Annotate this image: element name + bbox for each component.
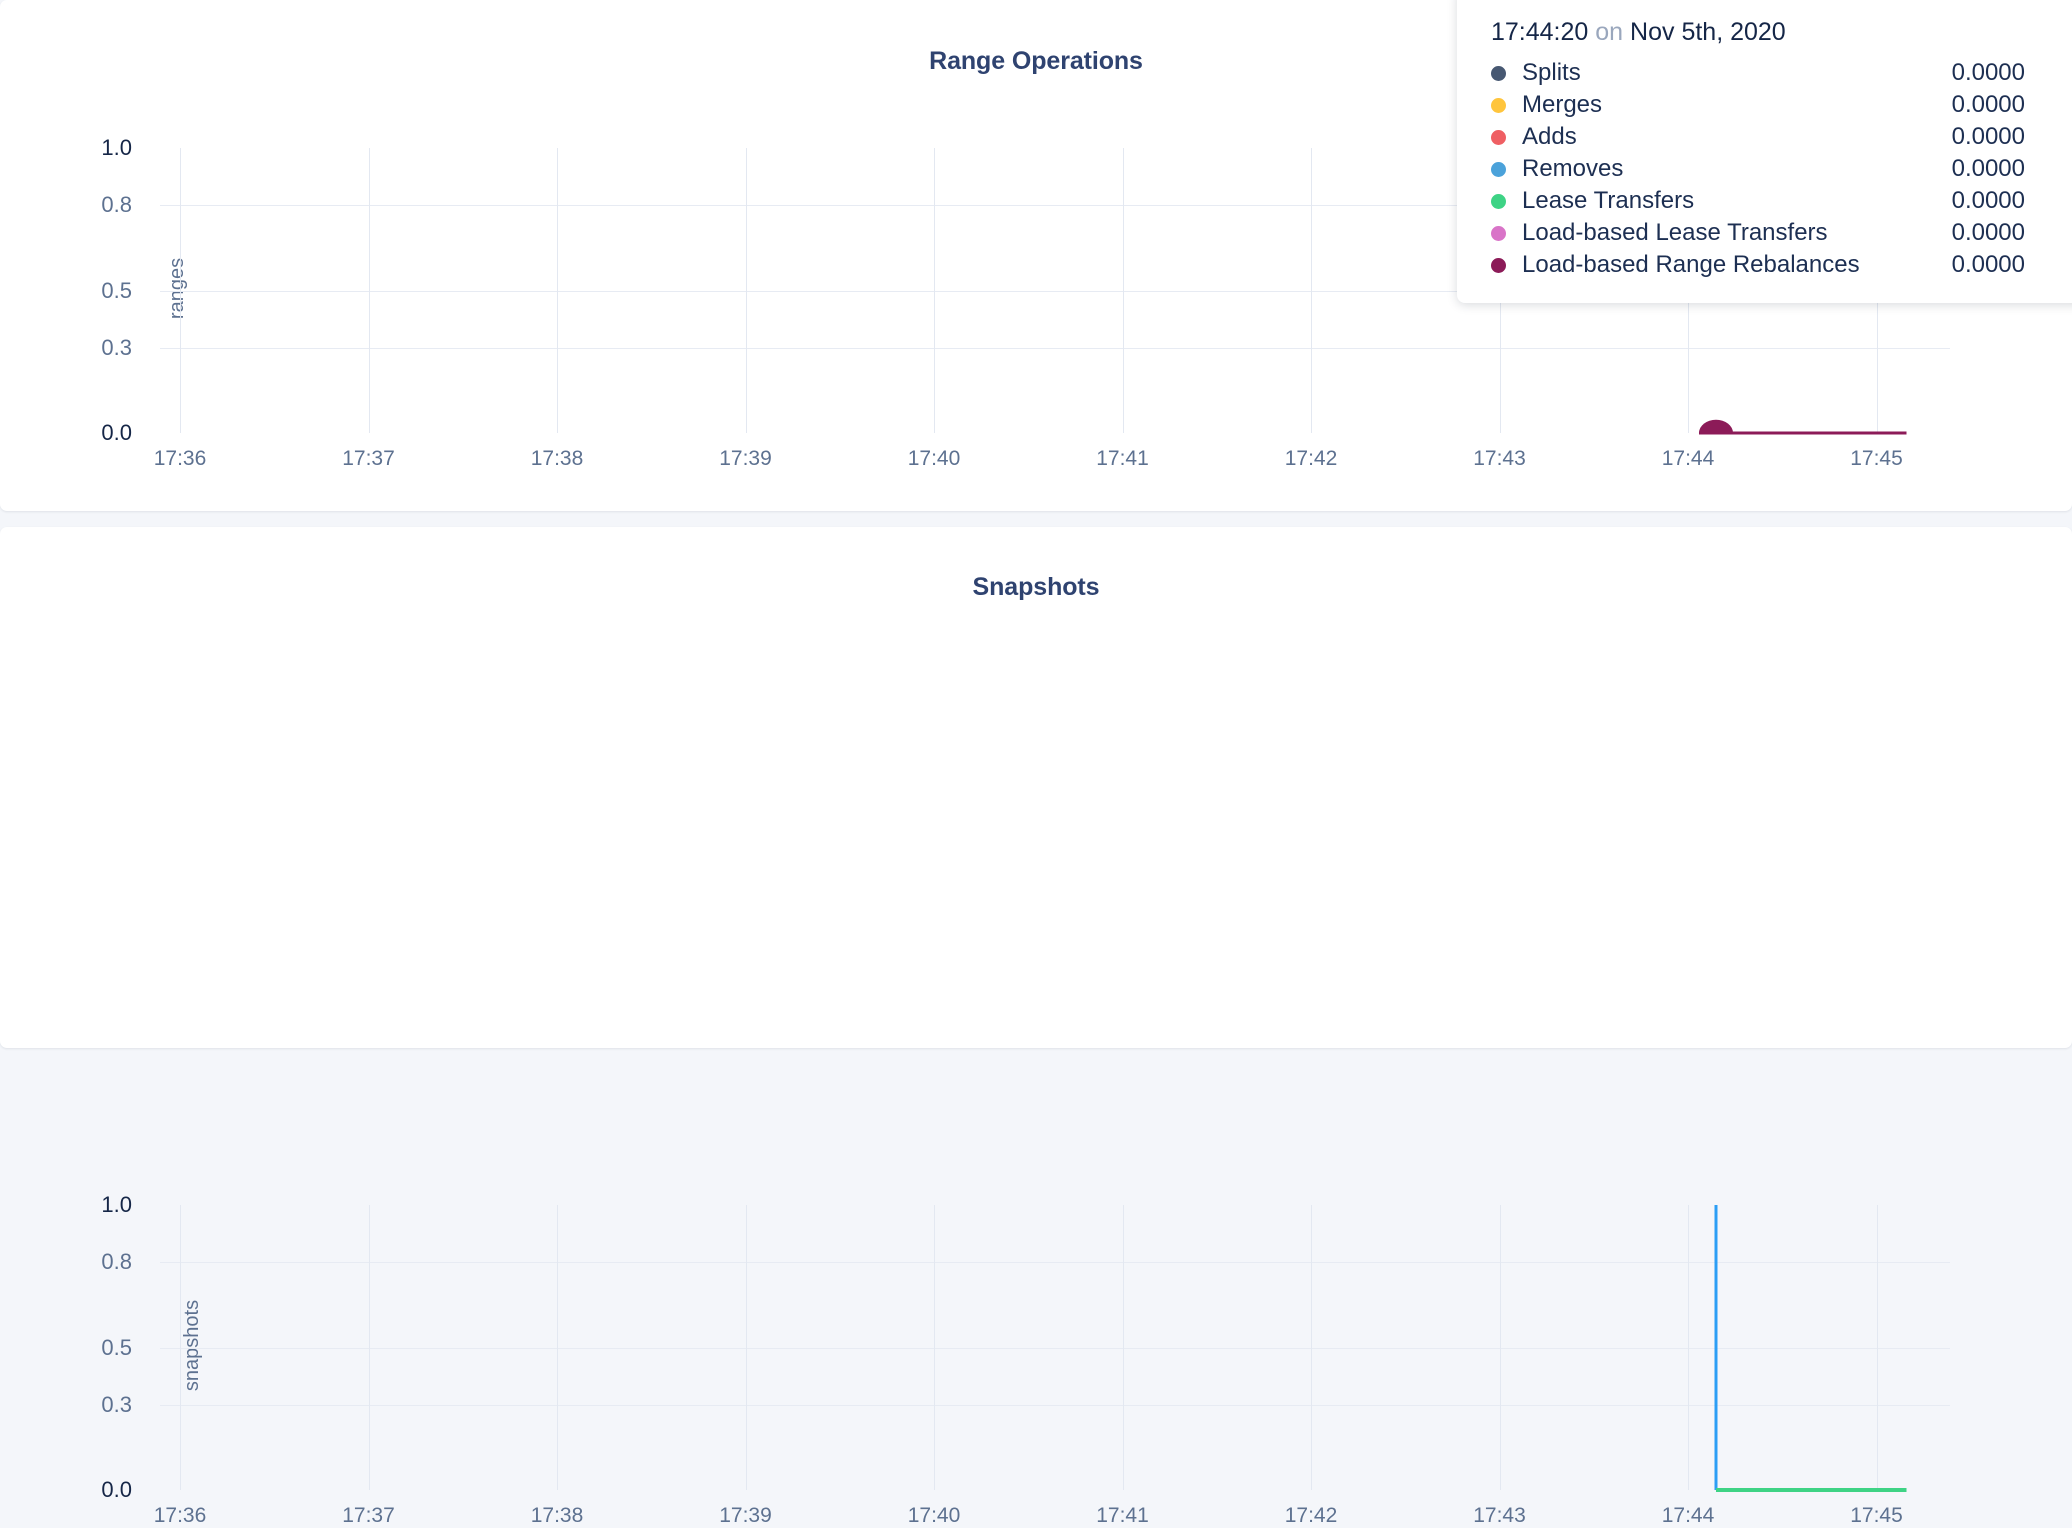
snapshots-card: Snapshots snapshots 1.0 0.8 0.5 0.3 0.0 17:36… <box>0 527 2072 1527</box>
tooltip-time: 17:44:20 <box>1491 18 1589 46</box>
x-axis-tick-label: 17:45 <box>1850 447 1903 470</box>
x-axis-tick-label: 17:41 <box>1096 447 1149 470</box>
x-axis-tick-label: 17:38 <box>530 447 584 470</box>
series-color-dot-icon <box>1491 97 1506 113</box>
series-peak-marker <box>1699 419 1733 433</box>
tooltip-timestamp: 17:44:20 on Nov 5th, 2020 <box>1457 18 2072 57</box>
series-layer-snapshot <box>160 1205 1950 1492</box>
x-axis-tick-label: 17:43 <box>1473 447 1526 470</box>
series-color-dot-icon <box>1491 65 1506 81</box>
y-axis-tick-label: 0.3 <box>101 334 132 360</box>
tooltip-series-label: Removes <box>1522 155 1624 182</box>
gridline-horizontal <box>160 205 1950 206</box>
tooltip-series-value: 0.0000 <box>1951 91 2025 118</box>
x-axis-tick-label: 17:40 <box>907 447 961 470</box>
tooltip-series-label: Splits <box>1522 59 1581 86</box>
y-axis-tick-label: 0.8 <box>101 1249 132 1274</box>
y-axis-tick-label: 1.0 <box>101 1192 132 1217</box>
series-color-dot-icon <box>1491 161 1506 177</box>
series-color-dot-icon <box>1491 193 1506 209</box>
page-title-snapshots: Snapshots <box>972 573 1100 601</box>
y-axis-tick-label: 0.5 <box>101 277 132 303</box>
tooltip-row: Splits 0.0000 <box>1457 57 2072 89</box>
x-axis-tick-label: 17:39 <box>719 447 772 470</box>
x-axis-tick-label: 17:38 <box>530 1504 584 1527</box>
x-axis-tick-label: 17:37 <box>342 1504 395 1527</box>
x-axis-tick-label: 17:39 <box>719 1504 772 1527</box>
y-axis-tick-label: 1.0 <box>101 135 132 160</box>
series-svg <box>1714 1205 1907 1492</box>
tooltip-series-label: Load-based Lease Transfers <box>1522 219 1828 246</box>
x-axis-tick-label: 17:36 <box>153 1504 207 1527</box>
snapshots-plot: snapshots 1.0 0.8 0.5 0.3 0.0 17:36 17:37 17:38… <box>101 1192 1950 1527</box>
tooltip-series-list: Splits 0.0000 Merges 0.0000 Adds 0.0000 Remove… <box>1457 57 2072 281</box>
gridline-vertical <box>1122 148 1124 433</box>
tooltip-series-value: 0.0000 <box>1951 123 2025 150</box>
gridline-horizontal <box>160 290 1950 292</box>
tooltip-series-value: 0.0000 <box>1951 155 2025 182</box>
page-title-range-operations: Range Operations <box>929 47 1143 75</box>
series-color-dot-icon <box>1491 257 1506 273</box>
y-axis-tick-label: 0.0 <box>101 420 132 445</box>
x-axis-tick-label: 17:44 <box>1661 447 1715 470</box>
y-axis-tick-label: 0.0 <box>101 1477 132 1502</box>
gridline-vertical <box>557 148 558 433</box>
tooltip-series-value: 0.0000 <box>1951 187 2025 214</box>
tooltip-series-label: Adds <box>1522 123 1577 150</box>
tooltip-series-value: 0.0000 <box>1951 251 2025 278</box>
gridline-vertical <box>180 148 181 433</box>
x-axis-tick-label: 17:40 <box>907 1504 961 1527</box>
chart-hover-tooltip: 17:44:20 on Nov 5th, 2020 Splits 0.0000 Me… <box>1457 0 2072 303</box>
tooltip-on-word: on <box>1595 18 1624 46</box>
tooltip-series-label: Lease Transfers <box>1522 187 1695 214</box>
series-svg <box>1699 419 1907 435</box>
y-axis-tick-label: 0.5 <box>101 1334 132 1360</box>
series-color-dot-icon <box>1491 225 1506 241</box>
x-axis-tick-label: 17:41 <box>1096 1504 1149 1527</box>
tooltip-series-value: 0.0000 <box>1951 219 2025 246</box>
gridline-vertical <box>745 148 747 433</box>
x-axis-tick-label: 17:36 <box>153 447 207 470</box>
series-color-dot-icon <box>1491 129 1506 145</box>
gridline-vertical <box>368 148 370 433</box>
tooltip-row: Load-based Range Rebalances 0.0000 <box>1457 249 2072 281</box>
gridline-horizontal <box>160 347 1950 349</box>
tooltip-series-value: 0.0000 <box>1951 59 2025 86</box>
tooltip-series-label: Merges <box>1522 91 1603 118</box>
x-axis-tick-label: 17:44 <box>1661 1504 1715 1527</box>
x-axis-tick-label: 17:43 <box>1473 1504 1526 1527</box>
y-axis-tick-label: 0.8 <box>101 192 132 217</box>
x-axis-tick-label: 17:42 <box>1284 1504 1338 1527</box>
gridline-vertical <box>934 148 935 433</box>
tooltip-row: Adds 0.0000 <box>1457 121 2072 153</box>
tooltip-row: Removes 0.0000 <box>1457 153 2072 185</box>
tooltip-row: Load-based Lease Transfers 0.0000 <box>1457 217 2072 249</box>
tooltip-row: Lease Transfers 0.0000 <box>1457 185 2072 217</box>
tooltip-date: Nov 5th, 2020 <box>1630 18 1786 46</box>
x-axis-tick-label: 17:42 <box>1284 447 1338 470</box>
series-layer-range <box>160 148 1950 435</box>
y-axis-tick-label: 0.3 <box>101 1391 132 1417</box>
gridline-vertical <box>1311 148 1312 433</box>
x-axis-tick-label: 17:45 <box>1850 1504 1903 1527</box>
tooltip-row: Merges 0.0000 <box>1457 89 2072 121</box>
x-axis-tick-label: 17:37 <box>342 447 395 470</box>
range-operations-plot: ranges 1.0 0.8 0.5 0.3 0.0 17:36 17:37 17:38 17:… <box>101 135 1950 470</box>
tooltip-series-label: Load-based Range Rebalances <box>1522 251 1860 278</box>
